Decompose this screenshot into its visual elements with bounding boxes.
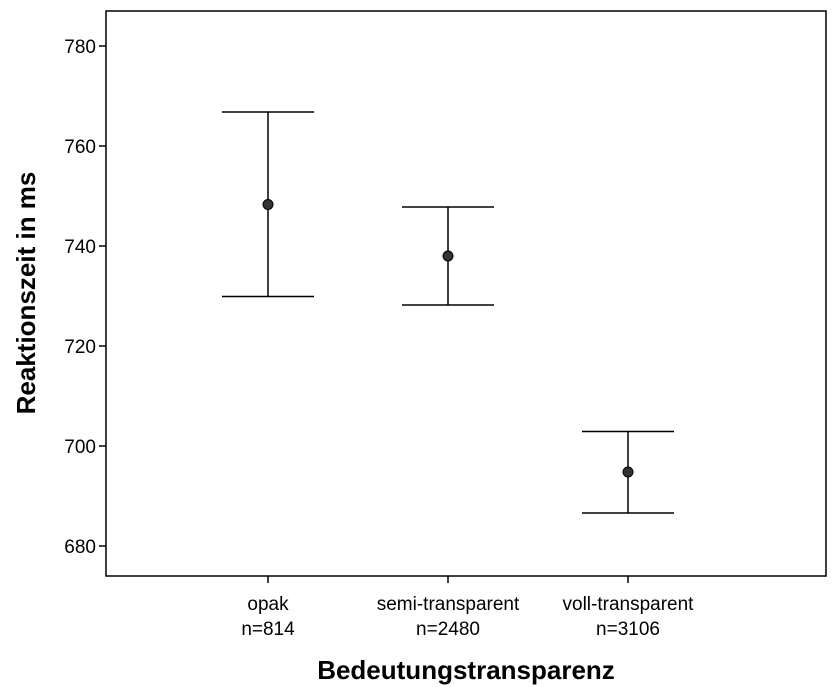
- y-tick-label-700: 700: [64, 437, 96, 458]
- x-tick-label-0: opak: [247, 594, 289, 615]
- x-tick-n-label-1: n=2480: [416, 619, 480, 640]
- y-tick-label-740: 740: [64, 237, 96, 258]
- mean-point-2: [622, 466, 634, 478]
- plot-frame: [105, 10, 827, 577]
- x-tick-label-1: semi-transparent: [377, 594, 520, 615]
- x-tick-label-2: voll-transparent: [563, 594, 695, 615]
- y-axis: 680 700 720 740 760 780: [64, 37, 106, 558]
- error-bars: [222, 111, 674, 514]
- x-tick-n-label-2: n=3106: [596, 619, 660, 640]
- x-axis-title: Bedeutungstransparenz: [317, 655, 615, 685]
- x-tick-n-label-0: n=814: [241, 619, 295, 640]
- y-tick-label-680: 680: [64, 537, 96, 558]
- y-tick-label-720: 720: [64, 337, 96, 358]
- y-tick-label-780: 780: [64, 37, 96, 58]
- y-axis-title: Reaktionszeit in ms: [11, 172, 41, 415]
- mean-point-0: [262, 199, 274, 210]
- y-tick-label-760: 760: [64, 137, 96, 158]
- x-axis: opak n=814 semi-transparent n=2480 voll-tran…: [241, 576, 694, 640]
- mean-point-1: [442, 250, 454, 262]
